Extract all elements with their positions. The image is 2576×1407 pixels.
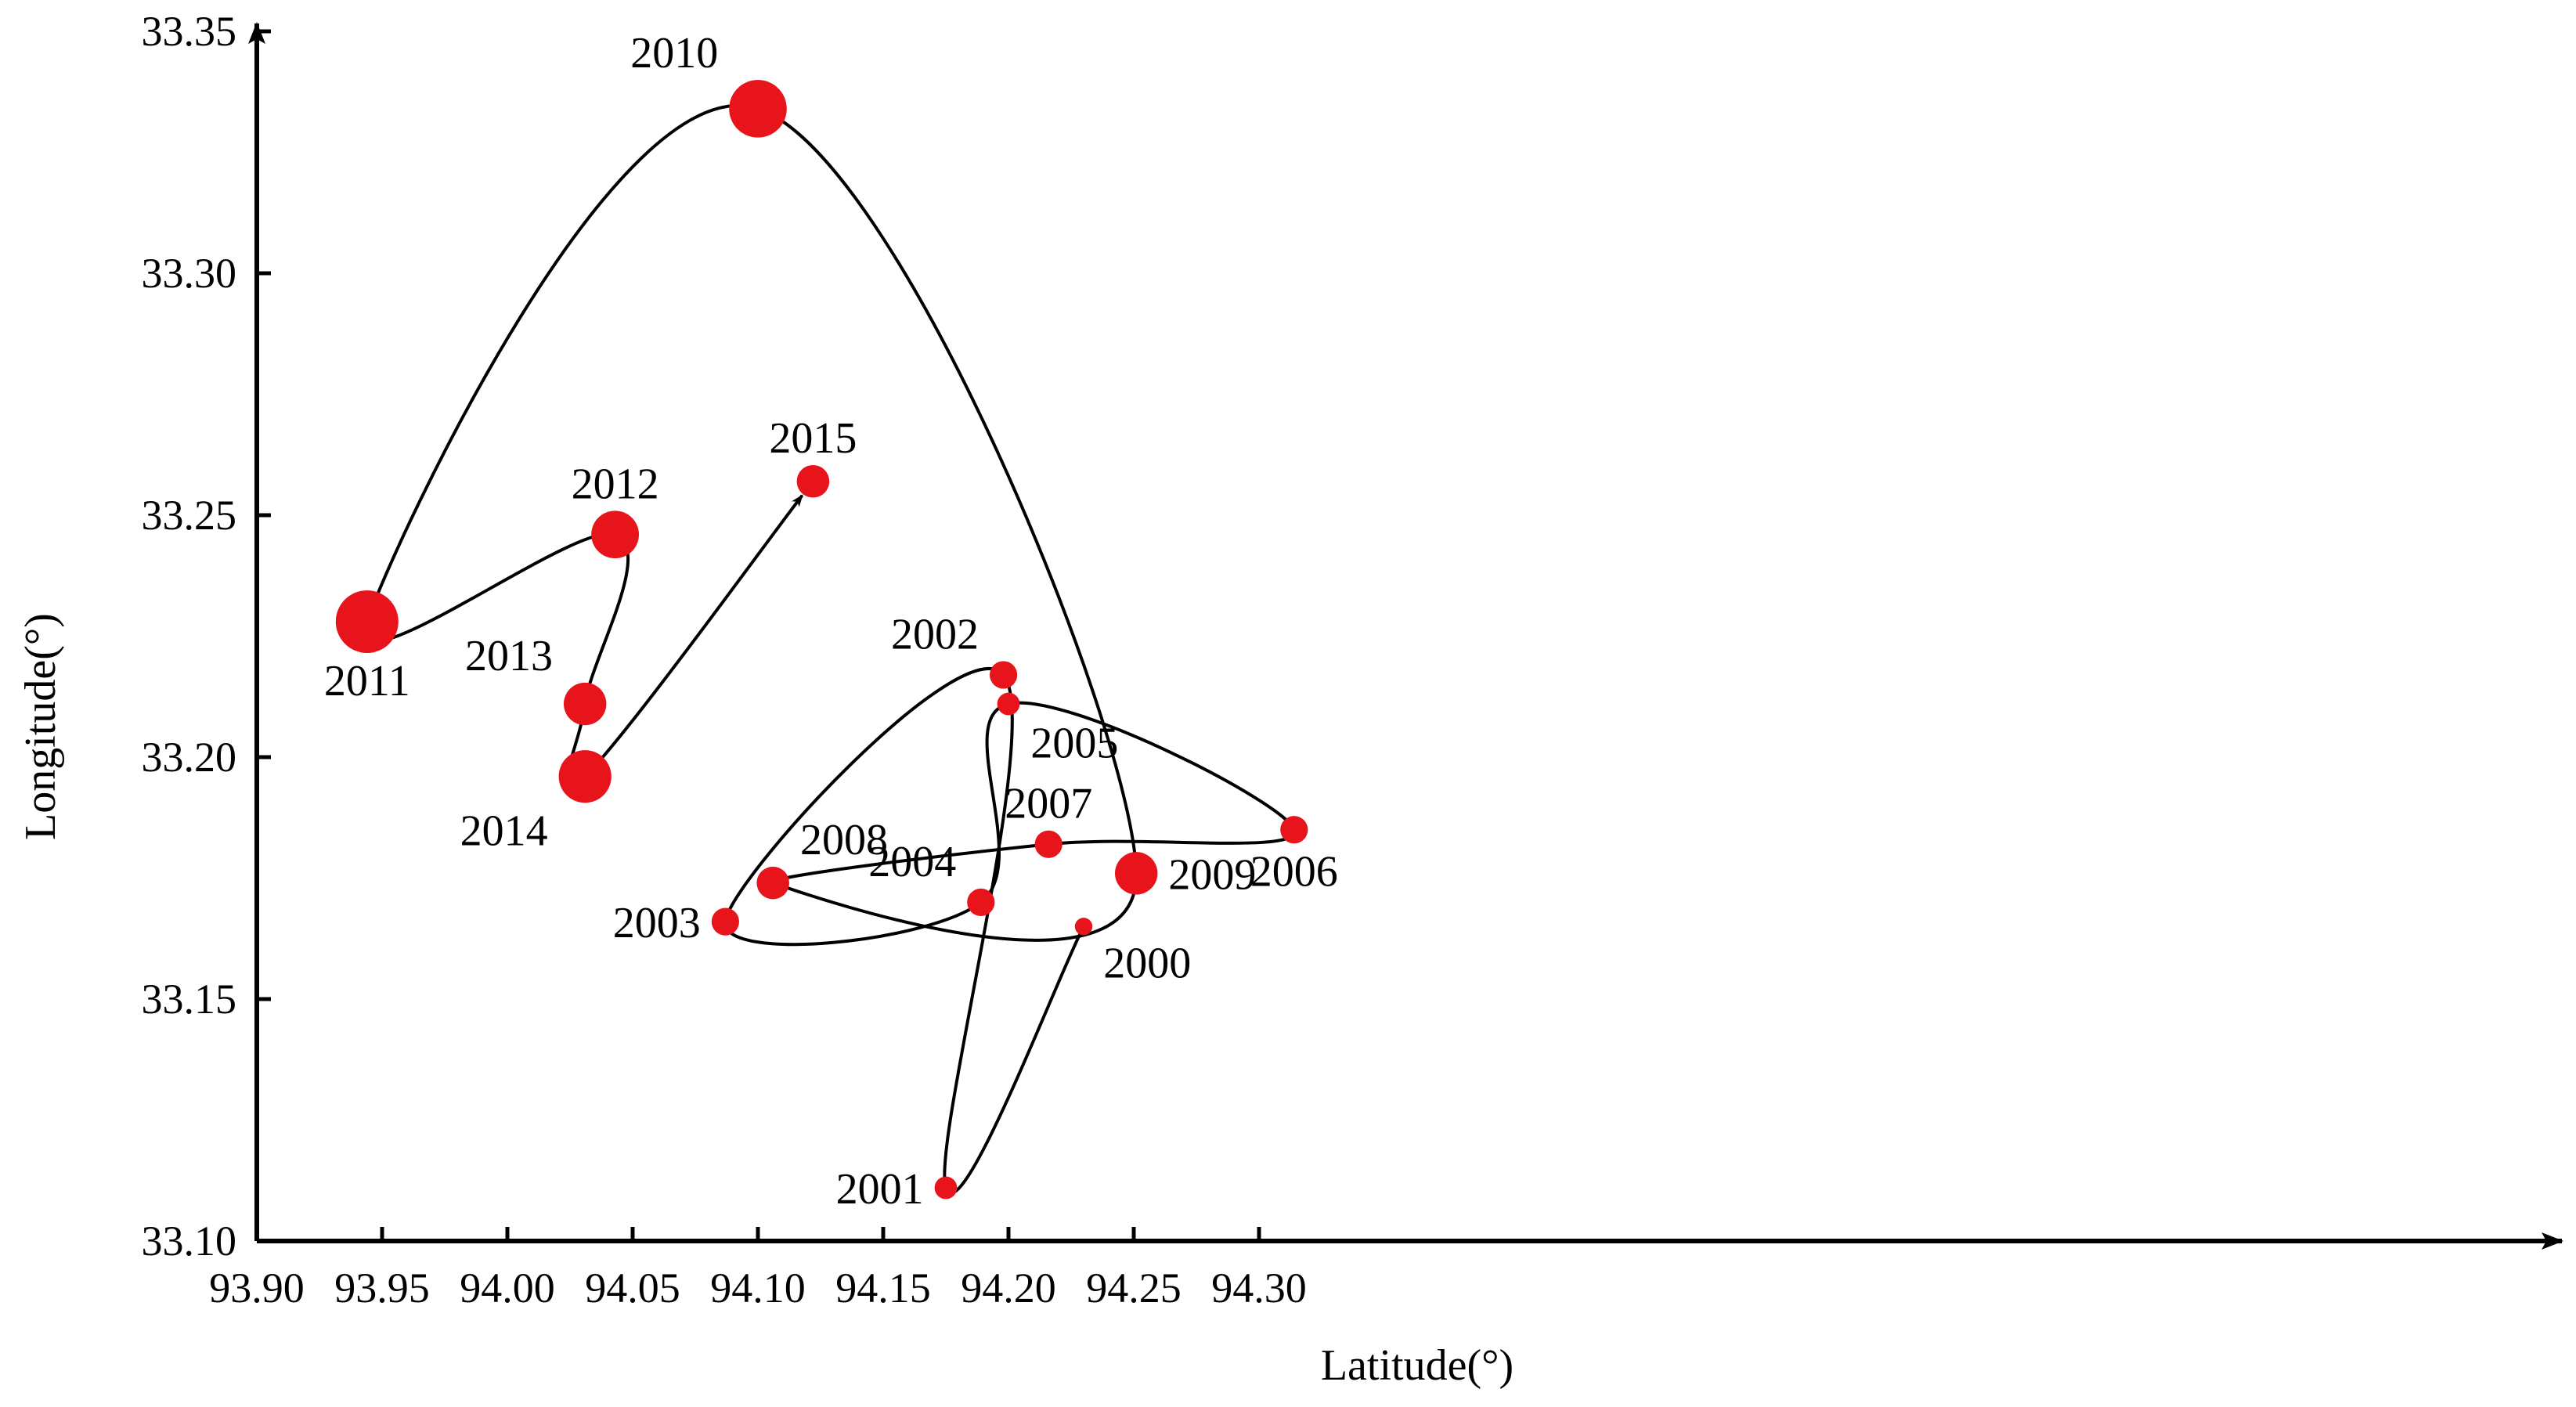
y-tick-label: 33.25 (142, 492, 237, 539)
trajectory-segment (583, 532, 630, 705)
trajectory-segment (723, 667, 1005, 922)
x-axis-title: Latitude(°) (1321, 1341, 1513, 1390)
y-tick-label: 33.30 (142, 250, 237, 297)
data-point-2010 (729, 80, 787, 138)
trajectory-segment (723, 900, 983, 947)
data-point-2005 (997, 692, 1020, 716)
point-labels-group: 2000 2001 2002 2003 2004 2005 2006 2007 2008 2009… (324, 29, 1338, 1214)
data-point-2013 (564, 682, 607, 726)
data-point-2008 (756, 866, 789, 900)
point-label-2015: 2015 (769, 414, 857, 463)
ticks-group: 93.90 93.95 94.00 94.05 94.10 94.15 94.20 94.25… (142, 8, 1307, 1311)
point-label-2010: 2010 (630, 29, 718, 78)
trajectory-segment (980, 702, 1009, 904)
x-tick-label: 94.00 (460, 1264, 555, 1311)
data-point-2015 (796, 464, 830, 498)
data-point-2002 (990, 661, 1018, 689)
x-tick-label: 94.10 (710, 1264, 806, 1311)
trajectory-segment (1008, 701, 1296, 831)
trajectory-segment (757, 107, 1138, 874)
y-tick-label: 33.15 (142, 976, 237, 1023)
x-tick-label: 94.15 (835, 1264, 931, 1311)
point-label-2005: 2005 (1030, 719, 1118, 767)
point-label-2004: 2004 (868, 838, 956, 886)
data-point-2014 (558, 750, 612, 803)
x-tick-label: 94.20 (961, 1264, 1056, 1311)
trajectory-segment (1048, 829, 1296, 846)
point-label-2001: 2001 (836, 1165, 924, 1214)
trajectory-segment (944, 925, 1085, 1195)
x-tick-label: 94.25 (1086, 1264, 1182, 1311)
x-tick-label: 93.90 (209, 1264, 305, 1311)
point-label-2002: 2002 (891, 610, 979, 658)
point-label-2013: 2013 (465, 632, 553, 680)
point-label-2008: 2008 (800, 816, 888, 864)
point-label-2012: 2012 (572, 460, 659, 508)
x-tick-label: 94.30 (1211, 1264, 1307, 1311)
point-label-2006: 2006 (1250, 847, 1338, 896)
axes-group (248, 22, 2563, 1250)
points-group (335, 80, 1308, 1200)
data-point-2009 (1115, 852, 1158, 895)
point-label-2007: 2007 (1005, 780, 1092, 828)
data-point-2001 (934, 1176, 958, 1200)
data-point-2006 (1280, 816, 1308, 844)
data-point-2011 (335, 590, 399, 653)
data-point-2000 (1074, 918, 1093, 936)
trajectory-segment (363, 532, 616, 644)
trajectory-segment (772, 873, 1138, 942)
point-label-2003: 2003 (613, 899, 701, 947)
y-axis-title: Longitude(°) (16, 613, 65, 840)
x-tick-label: 93.95 (334, 1264, 430, 1311)
data-point-2004 (967, 888, 995, 916)
y-tick-label: 33.10 (142, 1218, 237, 1264)
data-point-2012 (591, 510, 639, 559)
x-tick-label: 94.05 (585, 1264, 680, 1311)
point-label-2009: 2009 (1168, 850, 1256, 899)
y-tick-label: 33.35 (142, 8, 237, 55)
trajectory-segment (583, 494, 804, 778)
point-label-2000: 2000 (1103, 940, 1191, 988)
trajectory-segment (943, 673, 1014, 1189)
data-point-2003 (711, 907, 740, 936)
y-tick-label: 33.20 (142, 734, 237, 781)
trajectory-group (363, 104, 1296, 1195)
point-label-2011: 2011 (324, 657, 410, 705)
trajectory-segment (365, 104, 759, 622)
data-point-2007 (1034, 830, 1063, 858)
point-label-2014: 2014 (460, 806, 548, 855)
